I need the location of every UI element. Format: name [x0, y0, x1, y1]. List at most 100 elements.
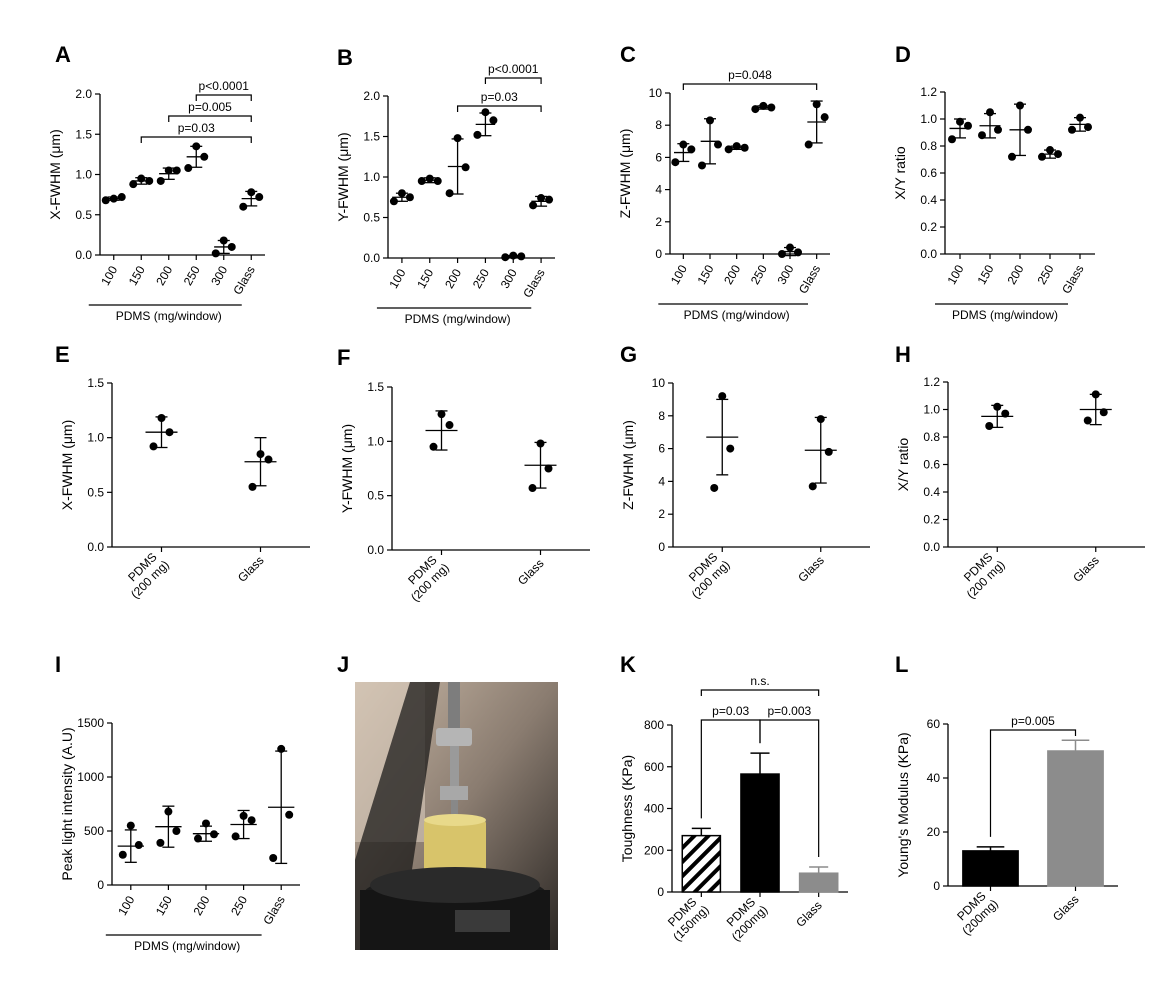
- bracket: [140, 136, 252, 143]
- bracket-label: p<0.0001: [488, 62, 539, 76]
- x-tick-label: PDMS (200 mg): [118, 548, 172, 602]
- group-label: PDMS (mg/window): [116, 309, 222, 323]
- x-tick-label: 250: [748, 262, 770, 287]
- data-point: [529, 201, 538, 210]
- panel: 0.0 0.2 0.4 0.6 0.8 1.0 1.2 X/Y ratio 100 150 200 2…: [892, 85, 1095, 322]
- data-point: [210, 830, 218, 839]
- x-tick-label: Glass: [235, 553, 267, 585]
- x-tick-label: PDMS (200 mg): [954, 548, 1008, 602]
- y-axis-label: Y-FWHM (μm): [339, 424, 355, 513]
- data-point: [544, 464, 553, 473]
- data-point: [156, 838, 165, 847]
- data-point: [156, 176, 165, 185]
- y-axis-label: X-FWHM (μm): [59, 420, 75, 510]
- data-point: [269, 854, 278, 862]
- bar: [962, 850, 1019, 887]
- panel-letter: E: [55, 342, 70, 367]
- y-axis-label: Peak light intensity (A.U): [59, 727, 75, 880]
- data-point: [239, 811, 248, 820]
- data-point: [433, 177, 442, 186]
- x-tick-label: 100: [668, 262, 690, 287]
- data-point: [192, 142, 201, 151]
- data-point: [211, 249, 220, 258]
- x-tick-label: Glass: [1059, 263, 1086, 297]
- y-tick-label: 0.4: [923, 485, 940, 499]
- data-point: [1091, 390, 1100, 399]
- x-tick-label: 100: [386, 266, 408, 291]
- data-point: [528, 484, 537, 493]
- y-tick-label: 0.6: [920, 166, 937, 180]
- y-tick-label: 0: [657, 885, 664, 899]
- panel: 0.0 0.2 0.4 0.6 0.8 1.0 1.2 X/Y ratio PDMS (200 …: [895, 375, 1145, 601]
- x-tick-label: 250: [228, 893, 250, 918]
- panel: 0.0 0.5 1.0 1.5 X-FWHM (μm) PDMS (200 mg) Glas…: [59, 376, 310, 601]
- data-point: [277, 744, 286, 753]
- y-tick-label: 0: [97, 878, 104, 892]
- y-tick-label: 0.0: [87, 540, 104, 554]
- y-axis-label: X/Y ratio: [895, 438, 911, 492]
- data-point: [101, 196, 110, 205]
- data-point: [956, 117, 964, 126]
- data-point: [820, 113, 829, 122]
- y-axis-label: Z-FWHM (μm): [617, 129, 633, 219]
- data-point: [751, 105, 760, 114]
- data-point: [437, 410, 446, 419]
- y-tick-label: 1.5: [363, 130, 380, 144]
- x-tick-label: 200: [190, 893, 212, 918]
- x-tick-label: 100: [98, 263, 120, 288]
- data-point: [824, 447, 833, 456]
- y-tick-label: 6: [658, 442, 665, 456]
- data-point: [718, 392, 727, 401]
- data-point: [804, 140, 813, 149]
- data-point: [149, 442, 158, 451]
- y-tick-label: 1000: [77, 770, 104, 784]
- y-tick-label: 0.0: [923, 540, 940, 554]
- data-point: [184, 164, 193, 173]
- x-tick-label: 150: [694, 262, 716, 287]
- data-point: [724, 145, 733, 154]
- y-tick-label: 6: [655, 150, 662, 164]
- panel: 0 2 4 6 8 10 Z-FWHM (μm) PDMS (200 mg) Glass: [620, 376, 870, 601]
- x-tick-label: Glass: [515, 556, 547, 588]
- y-tick-label: 0.0: [920, 247, 937, 261]
- x-tick-label: 300: [498, 266, 520, 291]
- bracket: [700, 689, 820, 696]
- y-tick-label: 0.0: [367, 543, 384, 557]
- x-tick-label: Glass: [520, 267, 547, 301]
- x-tick-label: Glass: [1050, 892, 1082, 924]
- y-tick-label: 1.0: [363, 170, 380, 184]
- group-label: PDMS (mg/window): [405, 312, 511, 326]
- data-point: [425, 174, 434, 183]
- y-axis-label: Y-FWHM (μm): [335, 132, 351, 221]
- y-tick-label: 0.8: [920, 139, 937, 153]
- y-axis-label: X/Y ratio: [892, 146, 908, 200]
- data-point: [812, 100, 821, 109]
- x-tick-label: Glass: [795, 553, 827, 585]
- data-point: [200, 152, 209, 161]
- data-point: [164, 807, 173, 816]
- bracket-label: n.s.: [750, 674, 769, 688]
- data-point: [1083, 416, 1092, 425]
- data-point: [732, 142, 741, 151]
- y-tick-label: 0.5: [87, 485, 104, 499]
- data-point: [517, 252, 526, 261]
- panel-letter: G: [620, 342, 637, 367]
- data-point: [1008, 152, 1016, 161]
- data-point: [740, 143, 749, 152]
- data-point: [194, 834, 202, 843]
- data-point: [994, 125, 1002, 134]
- panel-letter: H: [895, 342, 911, 367]
- data-point: [1046, 146, 1054, 155]
- x-tick-label: Glass: [230, 264, 257, 298]
- y-tick-label: 4: [655, 183, 662, 197]
- bracket: [456, 105, 542, 112]
- y-tick-label: 1.5: [75, 127, 92, 141]
- data-point: [1084, 123, 1092, 132]
- y-tick-label: 1.0: [923, 403, 940, 417]
- y-tick-label: 0.0: [75, 248, 92, 262]
- y-tick-label: 0.0: [363, 251, 380, 265]
- x-tick-label: 150: [126, 263, 148, 288]
- bracket-label: p=0.048: [728, 68, 772, 82]
- y-tick-label: 1.2: [920, 85, 937, 99]
- data-point: [1024, 125, 1032, 134]
